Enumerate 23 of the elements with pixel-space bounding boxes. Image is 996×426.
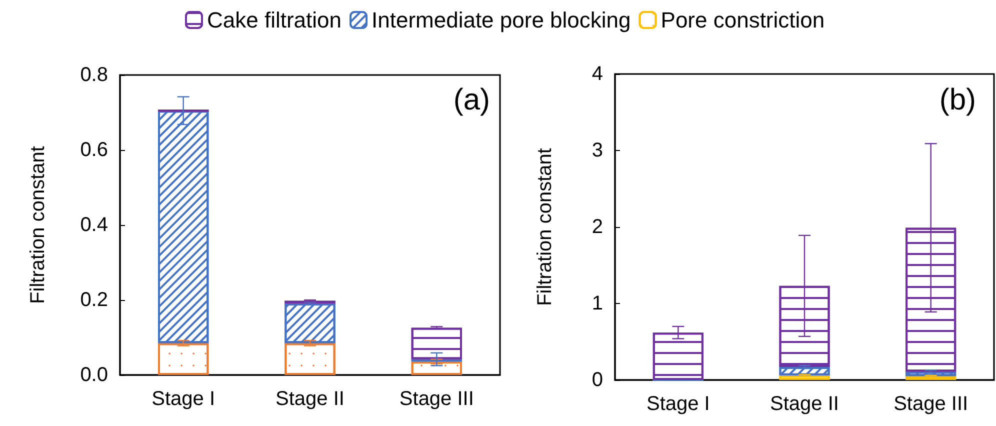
y-tick-label: 3 [592,140,603,162]
y-axis-title: Filtration constant [27,146,49,304]
x-tick-label: Stage III [894,393,968,415]
y-tick-label: 0 [592,369,603,391]
y-tick-label: 1 [592,292,603,314]
legend-label: Cake filtration [207,8,342,32]
x-tick-label: Stage I [152,388,216,410]
x-tick-label: Stage I [646,393,710,415]
annotation: (b) [939,84,976,116]
y-tick-label: 4 [592,63,603,85]
y-tick-label: 0.8 [80,64,108,86]
annotation: (a) [453,84,490,116]
x-tick-label: Stage II [276,388,344,410]
legend-label: Pore constriction [660,8,825,32]
y-tick-label: 0.4 [80,214,108,236]
y-tick-label: 2 [592,216,603,238]
x-tick-label: Stage II [770,393,839,415]
y-tick-label: 0.0 [80,364,108,386]
x-tick-label: Stage III [399,388,474,410]
legend-label: Intermediate pore blocking [372,8,631,32]
y-axis-title: Filtration constant [534,148,556,306]
y-tick-label: 0.2 [80,289,108,311]
y-tick-label: 0.6 [80,139,108,161]
